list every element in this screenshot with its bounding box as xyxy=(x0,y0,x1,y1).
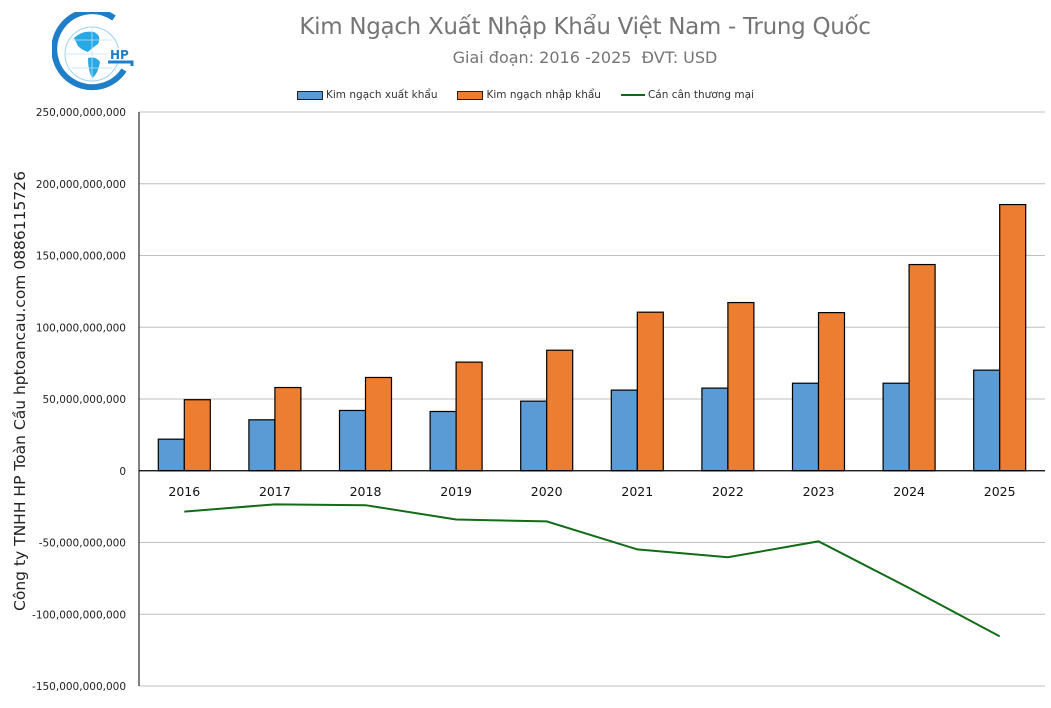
balance-line xyxy=(184,503,1001,638)
bar-import-2024 xyxy=(908,263,936,472)
bar-export-2025 xyxy=(973,369,1001,472)
x-tick-label: 2019 xyxy=(440,484,472,499)
bar-import-2020 xyxy=(546,349,574,472)
legend-item-import: Kim ngạch nhập khẩu xyxy=(457,89,601,101)
balance-line-icon xyxy=(620,94,645,96)
y-tick-label: 50,000,000,000 xyxy=(43,394,127,406)
bar-import-2017 xyxy=(274,386,302,472)
y-tick-label: 200,000,000,000 xyxy=(36,179,126,191)
chart-legend: Kim ngạch xuất khẩu Kim ngạch nhập khẩu … xyxy=(0,89,1051,101)
bar-export-2019 xyxy=(429,410,457,472)
y-tick-label: -150,000,000,000 xyxy=(32,681,126,693)
bar-import-2018 xyxy=(364,376,393,472)
x-tick-label: 2022 xyxy=(712,484,744,499)
svg-text:HP: HP xyxy=(110,48,129,62)
x-tick-label: 2023 xyxy=(803,484,835,499)
legend-item-export: Kim ngạch xuất khẩu xyxy=(297,89,437,101)
legend-label-export: Kim ngạch xuất khẩu xyxy=(326,89,438,101)
y-tick-label: -100,000,000,000 xyxy=(32,609,126,621)
x-tick-label: 2020 xyxy=(531,484,563,499)
bar-export-2016 xyxy=(157,438,185,472)
x-tick-label: 2017 xyxy=(259,484,291,499)
x-tick-label: 2021 xyxy=(621,484,653,499)
y-tick-label: 150,000,000,000 xyxy=(36,251,126,263)
bar-export-2020 xyxy=(520,400,548,472)
globe-icon: HP xyxy=(51,8,134,91)
bar-export-2021 xyxy=(610,389,638,472)
x-tick-label: 2025 xyxy=(984,484,1016,499)
bar-import-2022 xyxy=(727,301,755,472)
company-logo: HP xyxy=(51,8,136,96)
bar-export-2024 xyxy=(882,382,910,472)
chart-title: Kim Ngạch Xuất Nhập Khẩu Việt Nam - Trun… xyxy=(299,14,871,40)
bar-import-2023 xyxy=(817,312,846,472)
y-tick-label: 100,000,000,000 xyxy=(36,322,126,334)
legend-label-balance: Cán cân thương mại xyxy=(647,89,754,101)
bar-export-2023 xyxy=(791,382,820,472)
x-tick-label: 2024 xyxy=(893,484,925,499)
bar-import-2019 xyxy=(455,361,483,472)
y-tick-label: -50,000,000,000 xyxy=(39,538,126,550)
bar-import-2025 xyxy=(999,203,1027,472)
bar-import-2021 xyxy=(636,311,664,472)
bar-export-2022 xyxy=(701,387,729,472)
bar-export-2017 xyxy=(248,419,276,472)
bar-export-2018 xyxy=(338,409,367,472)
x-tick-label: 2018 xyxy=(350,484,382,499)
x-tick-label: 2016 xyxy=(168,484,200,499)
bar-import-2016 xyxy=(183,399,211,472)
chart-subtitle: Giai đoạn: 2016 -2025 ĐVT: USD xyxy=(452,48,718,67)
legend-label-import: Kim ngạch nhập khẩu xyxy=(486,89,601,101)
import-swatch-icon xyxy=(457,90,484,100)
export-swatch-icon xyxy=(297,90,323,100)
legend-item-balance: Cán cân thương mại xyxy=(620,89,754,101)
y-tick-label: 0 xyxy=(119,466,126,478)
y-tick-label: 250,000,000,000 xyxy=(36,107,126,119)
